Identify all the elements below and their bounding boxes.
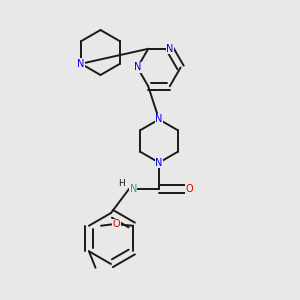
Text: O: O <box>113 219 120 229</box>
Text: N: N <box>130 184 137 194</box>
Text: N: N <box>155 114 163 124</box>
Text: N: N <box>155 158 163 168</box>
Text: N: N <box>134 62 141 73</box>
Text: N: N <box>77 59 85 69</box>
Text: N: N <box>166 44 173 54</box>
Text: O: O <box>185 184 193 194</box>
Text: H: H <box>118 179 125 188</box>
